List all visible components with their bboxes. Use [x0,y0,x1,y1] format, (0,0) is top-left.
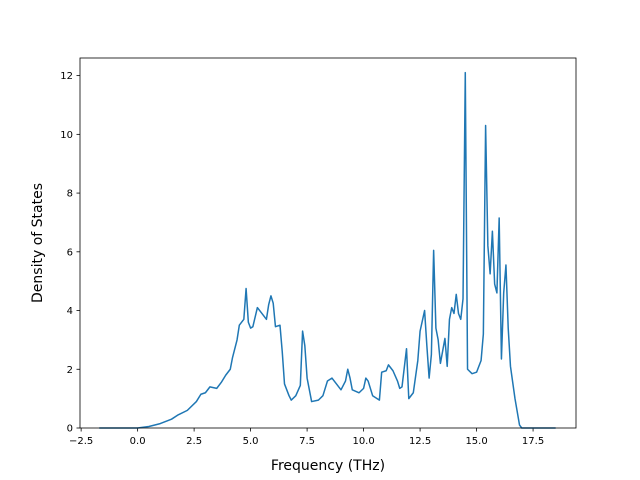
x-tick-label: −2.5 [69,436,93,447]
x-tick-label: 15.0 [465,436,487,447]
x-tick-label: 10.0 [352,436,374,447]
y-axis: 0 2 4 6 8 10 12 [60,71,80,435]
y-tick-label: 4 [67,306,73,317]
plot-background [80,58,576,428]
x-tick-label: 0.0 [130,436,146,447]
y-axis-label: Density of States [30,183,46,303]
x-axis: −2.5 0.0 2.5 5.0 7.5 10.0 12.5 15.0 17.5 [69,428,544,447]
y-tick-label: 2 [67,365,73,376]
x-axis-label: Frequency (THz) [271,458,385,474]
y-tick-label: 10 [60,130,73,141]
plot-frame [79,57,577,429]
y-tick-label: 6 [67,247,73,258]
y-tick-label: 12 [60,71,73,82]
y-tick-label: 0 [67,424,73,435]
dos-series-line [99,71,556,429]
x-tick-label: 17.5 [522,436,544,447]
x-tick-label: 2.5 [186,436,202,447]
x-tick-label: 7.5 [299,436,315,447]
y-tick-label: 8 [67,189,73,200]
x-tick-label: 5.0 [243,436,259,447]
x-tick-label: 12.5 [409,436,431,447]
